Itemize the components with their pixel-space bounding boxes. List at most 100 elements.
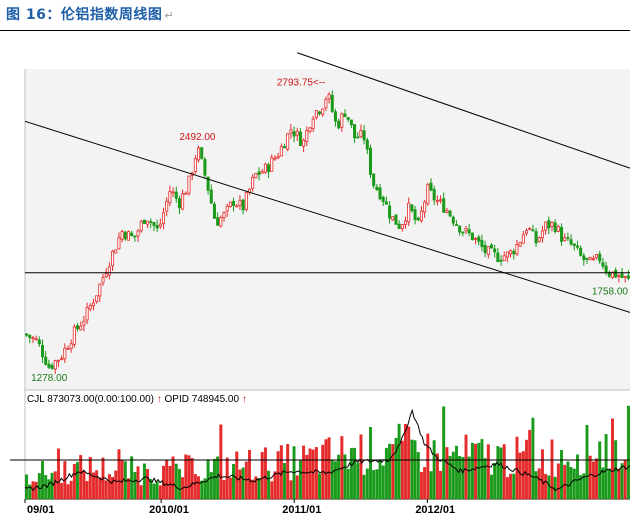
- candle-body: [44, 356, 48, 365]
- candle-body: [273, 157, 277, 160]
- candle-body: [591, 258, 595, 260]
- candle: [126, 230, 131, 241]
- candle: [53, 359, 57, 374]
- volume-bar: [356, 462, 360, 500]
- candle-body: [267, 164, 271, 173]
- volume-bar: [381, 465, 385, 500]
- volume-bar: [454, 445, 458, 500]
- candle-body: [528, 228, 532, 230]
- candle: [544, 221, 548, 235]
- volume-bar: [225, 457, 229, 500]
- volume-bar: [505, 477, 509, 500]
- candle-body: [28, 334, 32, 339]
- candle: [161, 207, 166, 230]
- candle-body: [560, 226, 564, 242]
- volume-legend-item-3: OPID: [162, 394, 189, 405]
- candle-body: [34, 338, 38, 341]
- candle: [28, 334, 32, 344]
- candle-body: [212, 203, 216, 219]
- volume-bar: [585, 424, 589, 500]
- volume-bar: [203, 478, 207, 500]
- volume-bar: [626, 405, 630, 500]
- volume-bar: [79, 454, 83, 500]
- candle-body: [505, 251, 509, 258]
- candle: [368, 144, 373, 179]
- candle-body: [219, 217, 223, 227]
- volume-bar: [72, 463, 76, 500]
- candle-body: [25, 333, 29, 336]
- volume-bar: [37, 473, 41, 500]
- candle-body: [276, 156, 280, 159]
- volume-bar: [362, 474, 366, 500]
- volume-bar: [197, 476, 201, 500]
- volume-bar: [47, 479, 51, 500]
- candle: [69, 339, 73, 353]
- volume-bar: [378, 459, 382, 500]
- candle: [235, 203, 239, 208]
- candle-body: [512, 250, 516, 255]
- volume-bar: [244, 461, 248, 500]
- candle-body: [232, 200, 236, 206]
- candle: [601, 257, 605, 270]
- price-annotation-1: 2492.00: [179, 132, 216, 143]
- volume-bar: [174, 463, 178, 500]
- candle: [502, 251, 506, 262]
- candle: [400, 223, 404, 232]
- candle: [155, 219, 159, 233]
- price-annotation-2: 1278.00: [31, 373, 68, 384]
- candle: [560, 223, 564, 246]
- volume-bar: [200, 480, 204, 500]
- volume-bar: [448, 455, 452, 500]
- middle-trendline: [24, 120, 630, 313]
- volume-bar: [267, 470, 271, 500]
- candle: [142, 219, 146, 224]
- candle-body: [53, 360, 57, 370]
- candle-body: [477, 236, 481, 242]
- candle: [489, 243, 494, 249]
- candle: [123, 230, 127, 241]
- volume-bar: [588, 455, 592, 500]
- candle-body: [225, 205, 229, 212]
- candle: [461, 231, 465, 237]
- volume-bar: [509, 473, 513, 500]
- volume-bar: [528, 429, 532, 500]
- candle-body: [480, 239, 484, 248]
- volume-bar: [400, 440, 404, 500]
- candle: [623, 276, 627, 283]
- volume-bar: [502, 444, 506, 500]
- candle: [346, 117, 350, 123]
- candle: [101, 273, 105, 286]
- candle: [333, 108, 337, 127]
- candle-body: [251, 176, 255, 189]
- volume-bar: [107, 474, 111, 500]
- candle-body: [582, 255, 586, 261]
- candle: [435, 195, 439, 206]
- candle-body: [330, 94, 334, 112]
- volume-bar: [85, 480, 89, 500]
- candle-body: [518, 242, 522, 247]
- candle-body: [572, 243, 576, 246]
- candle: [470, 232, 474, 241]
- candle: [595, 253, 599, 260]
- candle-body: [282, 146, 287, 149]
- candle-body: [155, 224, 159, 229]
- candle-body: [391, 216, 395, 221]
- candle: [88, 303, 92, 312]
- candle: [340, 112, 344, 132]
- candle-body: [502, 255, 506, 262]
- candle-body: [372, 173, 376, 187]
- volume-bar: [152, 483, 156, 500]
- candle-body: [235, 205, 239, 208]
- volume-bar: [496, 446, 500, 500]
- candle: [260, 168, 264, 174]
- candle-body: [47, 363, 51, 368]
- volume-bar: [127, 478, 130, 500]
- candle-body: [349, 119, 353, 126]
- candle-body: [496, 252, 500, 262]
- candle: [537, 236, 541, 243]
- candle-body: [187, 175, 191, 194]
- candle: [241, 199, 245, 215]
- candle: [480, 234, 484, 252]
- candle: [114, 249, 118, 254]
- volume-bar: [276, 451, 280, 500]
